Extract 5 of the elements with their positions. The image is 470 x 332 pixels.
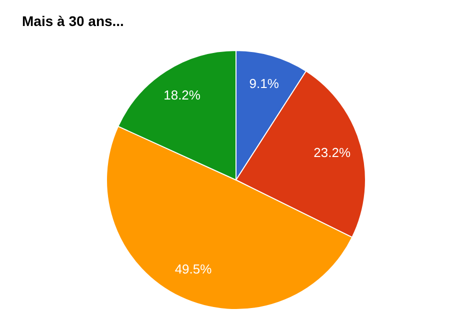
chart-title: Mais à 30 ans... [22,13,124,29]
data-label: 49.5% [174,262,212,277]
data-label: 9.1% [249,76,280,91]
data-label: 23.2% [314,144,351,160]
data-label: 18.2% [164,88,201,103]
